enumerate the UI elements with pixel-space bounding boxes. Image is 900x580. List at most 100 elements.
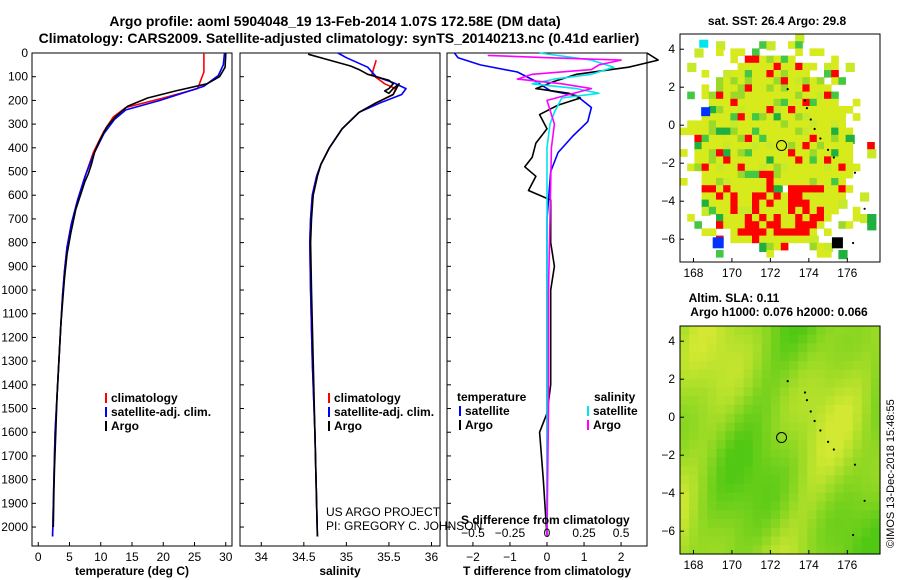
sla-cell [761,334,772,345]
sla-cell [752,536,763,546]
sla-cell [761,326,772,336]
sst-cell [752,199,760,208]
sst-cell [852,113,861,121]
sst-cell [759,98,767,107]
sla-cell [807,518,817,529]
sst-cell [816,185,825,193]
sla-cell [798,492,808,502]
sst-cell [838,156,846,164]
sst-cell [816,170,825,179]
sla-cell [825,334,836,345]
sla-cell [798,334,808,345]
sla-cell [707,343,717,353]
sst-cell [773,134,782,143]
sst-cell [809,134,818,143]
ssh_map-land-dot [819,429,822,432]
sla-cell [834,440,845,450]
sla-cell [825,440,836,450]
sla-cell [852,536,863,546]
sst-cell [752,178,760,186]
sst-cell [831,55,839,64]
sla-cell [843,334,854,345]
sla-cell [716,492,727,502]
sst-cell [773,228,782,236]
sla-cell [734,527,745,538]
sla-cell [870,334,881,345]
sla-cell [843,527,854,538]
sla-cell [780,492,790,502]
sla-cell [680,361,690,371]
sst_map-land-dot [813,127,816,131]
sst-cell [788,235,796,244]
differences-salinity-xtick-label: −0.5 [461,526,485,540]
sla-cell [770,440,781,450]
sla-cell [761,352,772,362]
sla-cell [761,527,772,538]
temperature-xtick-label: 10 [94,550,108,564]
sst-cell [701,84,710,92]
sst-cell [766,214,774,222]
sla-cell [734,466,745,476]
sst-cell [737,120,746,128]
sla-cell [870,501,881,511]
sst-cell [809,149,818,157]
sst-cell [730,163,738,172]
sla-cell [725,501,736,511]
sst-cell-cold [701,107,711,117]
temperature-diff-legend-label: satellite [465,404,510,418]
sla-cell [752,361,763,371]
sla-cell [689,440,699,450]
sla-cell [816,466,827,476]
temperature-ytick-label: 100 [8,70,28,84]
sst-cell [780,98,789,107]
salinity-legend-label: satellite-adj. clim. [334,405,434,419]
sst-cell [802,91,810,100]
ssh_map-land-dot [786,380,789,383]
sla-cell [725,466,736,476]
sla-cell [698,334,708,345]
sst-cell [694,149,702,157]
sst-cell [744,170,753,179]
sla-cell [734,334,745,345]
sla-cell [725,326,736,336]
sla-cell [698,466,708,476]
differences-xtick-label: −1 [503,550,517,564]
sst-cell [708,91,717,100]
sla-cell [743,501,754,511]
sst-cell [867,149,877,159]
sst-cell [860,214,870,224]
differences-xtick-label: 0 [544,550,551,564]
sst-cell [766,178,774,186]
sla-cell [852,501,863,511]
sla-cell [825,361,836,371]
sla-cell [834,404,845,415]
sst-cell [723,142,733,152]
sla-cell [825,518,836,529]
differences-salinity-xlabel: S difference from climatology [461,513,630,527]
sla-cell [770,448,781,459]
sla-cell [843,343,854,353]
sst-cell [759,62,767,71]
sla-cell [680,440,690,450]
sla-cell [789,326,799,336]
sla-cell [789,422,799,432]
sla-cell [734,369,745,380]
sla-cell [816,387,827,397]
temperature-ytick-label: 1500 [1,402,28,416]
sla-cell [843,510,854,520]
sla-cell [698,501,708,511]
sla-cell [789,545,799,555]
sla-cell [852,457,863,467]
sst-cell [687,163,695,172]
sst-cell [773,149,782,157]
sst-cell [701,120,710,128]
sla-cell [870,387,881,397]
sla-cell [725,492,736,502]
sla-cell [707,361,717,371]
sla-cell [734,492,745,502]
sst-cell [773,77,782,85]
sla-cell [870,448,881,459]
sst-cell [752,48,760,56]
differences-salinity-xtick-label: 0.25 [572,526,596,540]
sst-cell [730,127,738,136]
